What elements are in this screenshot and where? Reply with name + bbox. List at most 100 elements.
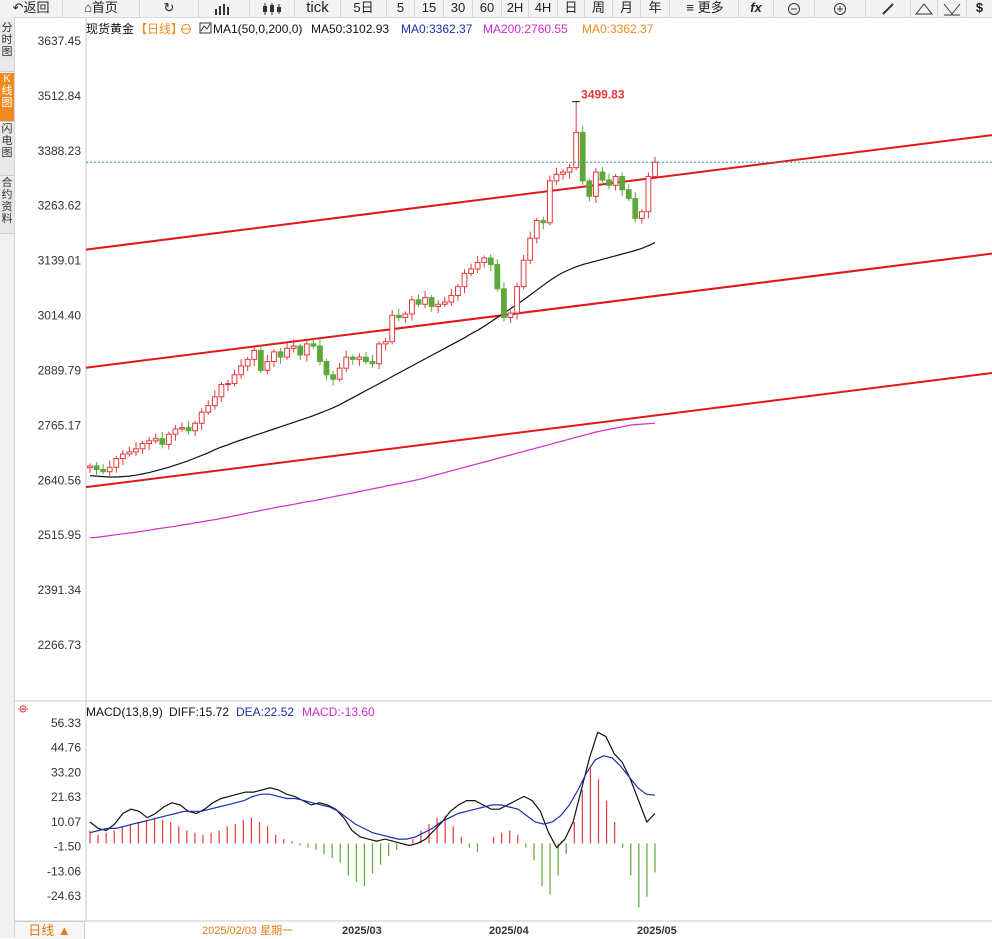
- candle-body-down: [317, 345, 323, 363]
- candle: [632, 191, 639, 223]
- side-tab-1[interactable]: K线图: [0, 73, 14, 122]
- period-tab-2[interactable]: 15: [415, 0, 444, 17]
- price-tick-label: 2515.95: [38, 528, 82, 542]
- side-tab-2[interactable]: 闪电图: [0, 123, 14, 176]
- candle: [520, 254, 527, 290]
- back-button[interactable]: ↶返回: [0, 0, 63, 17]
- candle: [507, 310, 514, 323]
- candle-body-down: [579, 131, 586, 182]
- candle-body-up: [113, 457, 120, 468]
- candle-body-up: [343, 356, 350, 369]
- channel-line-0[interactable]: [85, 134, 992, 251]
- month-label-may: 2025/05: [637, 925, 677, 937]
- candle-body-up: [514, 286, 520, 314]
- side-tab-0[interactable]: 分时图: [0, 22, 14, 72]
- candle: [159, 432, 166, 449]
- bar-chart-button[interactable]: [199, 0, 250, 17]
- period-tab-3[interactable]: 30: [444, 0, 473, 17]
- refresh-button[interactable]: ↻: [140, 0, 199, 17]
- candle-body-up: [139, 443, 146, 450]
- macd-tick-label: -13.06: [47, 864, 81, 878]
- candle-body-up: [382, 341, 389, 345]
- candle: [126, 446, 133, 457]
- fx-button[interactable]: fx: [739, 0, 774, 17]
- channel-line-1[interactable]: [85, 252, 992, 369]
- candle: [257, 345, 264, 374]
- candle: [297, 343, 304, 361]
- period-tab-9[interactable]: 月: [613, 0, 641, 17]
- candle: [336, 362, 343, 382]
- dollar-button[interactable]: $: [967, 0, 992, 17]
- candle: [382, 337, 389, 351]
- period-tab-10[interactable]: 年: [641, 0, 670, 17]
- period-tab-0[interactable]: 5日: [341, 0, 387, 17]
- tick-button[interactable]: tick: [295, 0, 341, 17]
- candle-body-up: [231, 374, 238, 385]
- macd-tick-label: -24.63: [47, 889, 81, 903]
- period-tab-5[interactable]: 2H: [502, 0, 529, 17]
- draw-pen-button[interactable]: [866, 0, 911, 17]
- indicator-icon[interactable]: [199, 22, 212, 34]
- candle: [198, 408, 205, 430]
- candle: [303, 339, 310, 362]
- period-tab-4[interactable]: 60: [473, 0, 502, 17]
- candle: [244, 356, 251, 372]
- candle-body-up: [409, 299, 415, 315]
- side-tab-3[interactable]: 合约资料: [0, 177, 14, 234]
- candle: [87, 463, 93, 474]
- candle-body-up: [455, 286, 461, 296]
- candle: [402, 311, 409, 323]
- candle: [468, 263, 474, 277]
- zoom-out-button[interactable]: [774, 0, 815, 17]
- candle: [500, 282, 507, 322]
- fx-label: fx: [750, 0, 762, 15]
- candle: [119, 450, 126, 466]
- candle-body-down: [494, 264, 501, 290]
- macd-tick-label: 21.63: [51, 790, 81, 804]
- candle-body-up: [527, 237, 534, 261]
- menu-icon: ≡: [686, 0, 694, 15]
- pen-icon: [882, 2, 894, 15]
- candle-body-up: [87, 465, 93, 469]
- period-tab-8[interactable]: 周: [585, 0, 613, 17]
- draw-angle-button[interactable]: [938, 0, 967, 17]
- candle: [560, 169, 566, 180]
- candle: [527, 231, 534, 265]
- macd-tick-label: -1.50: [54, 840, 82, 854]
- candle: [330, 370, 336, 386]
- channel-lines[interactable]: [85, 134, 992, 489]
- period-tab-1[interactable]: 5: [387, 0, 415, 17]
- candlestick-icon: [263, 2, 281, 15]
- period-tab-7[interactable]: 日: [558, 0, 585, 17]
- draw-triangle-button[interactable]: [911, 0, 938, 17]
- period-mode-button[interactable]: 日线 ▲: [15, 921, 85, 939]
- mode-label: 【日线】: [135, 22, 183, 36]
- candle: [592, 168, 599, 203]
- peak-label: 3499.83: [581, 88, 625, 102]
- refresh-icon: ↻: [163, 0, 175, 15]
- candle: [251, 346, 258, 366]
- candle: [652, 156, 658, 180]
- candle-chart-button[interactable]: [250, 0, 295, 17]
- candle: [343, 350, 350, 373]
- candle: [612, 173, 619, 191]
- candle: [100, 464, 107, 475]
- more-button[interactable]: ≡ 更多: [672, 0, 739, 17]
- macd-diff-line: [89, 731, 656, 849]
- candle-body-up: [507, 312, 514, 318]
- candle-body-up: [172, 428, 179, 435]
- candle-body-up: [376, 343, 382, 365]
- period-tab-6[interactable]: 4H: [529, 0, 558, 17]
- month-label-apr: 2025/04: [489, 925, 530, 937]
- candle: [494, 259, 501, 292]
- candle: [455, 283, 461, 301]
- macd-settings-icon[interactable]: [18, 705, 28, 713]
- channel-line-2[interactable]: [85, 372, 992, 489]
- candle-body-up: [468, 268, 474, 274]
- bar-chart-icon: [215, 3, 229, 15]
- zoom-in-button[interactable]: [815, 0, 866, 17]
- candle: [448, 288, 455, 307]
- settings-icon[interactable]: [181, 24, 191, 34]
- home-button[interactable]: ⌂首页: [63, 0, 140, 17]
